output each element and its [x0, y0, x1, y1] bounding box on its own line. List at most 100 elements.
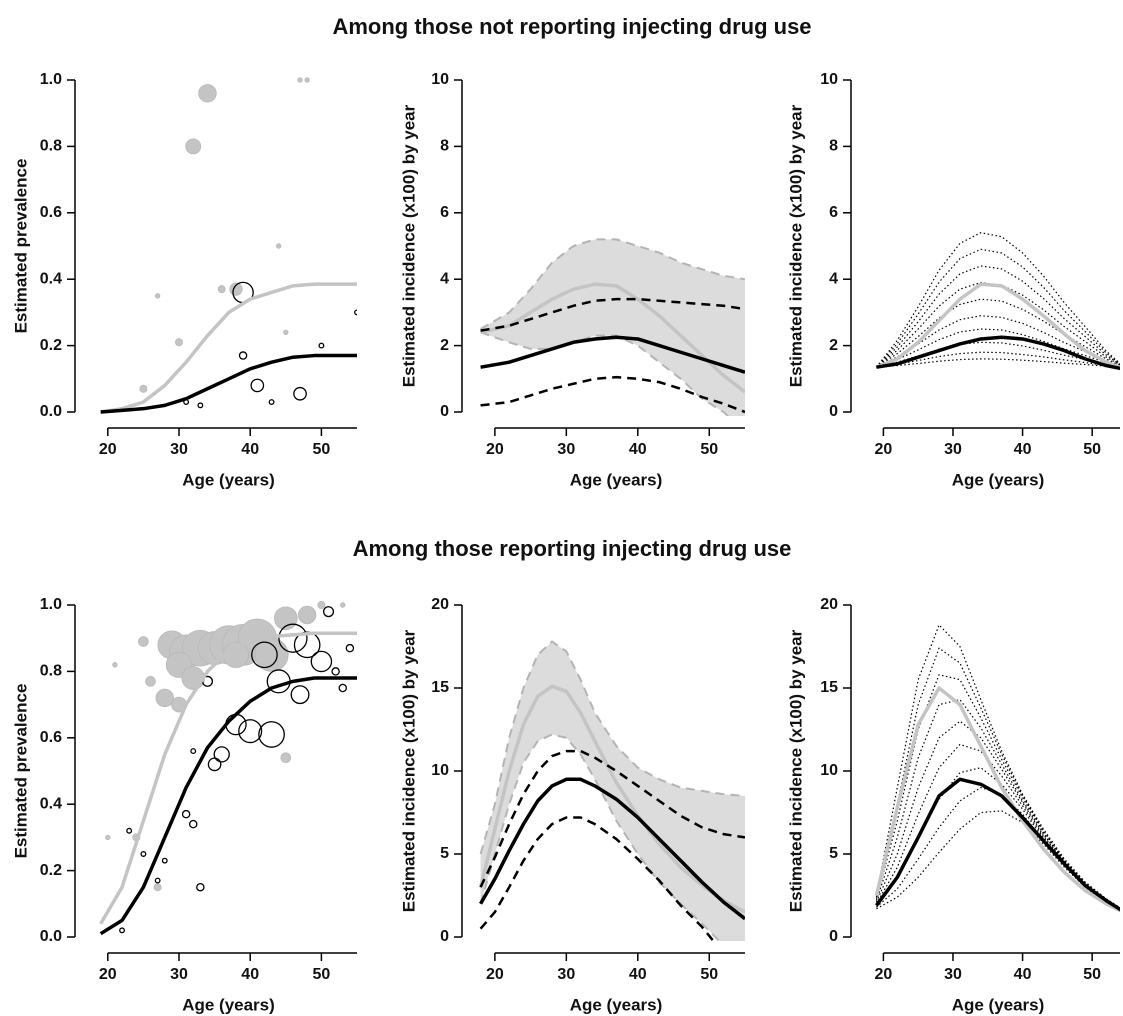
line: [876, 810, 1120, 910]
y-tick-label: 0.8: [40, 663, 62, 680]
data-point: [238, 719, 263, 744]
y-tick-label: 0.0: [40, 403, 62, 420]
y-tick-label: 4: [829, 270, 838, 287]
plot-area: [478, 640, 745, 941]
data-point: [190, 748, 197, 755]
x-tick-label: 50: [700, 966, 718, 983]
x-tick-label: 20: [99, 966, 117, 983]
x-tick-label: 40: [1014, 441, 1032, 458]
line: [480, 375, 745, 414]
y-tick-label: 1.0: [40, 71, 62, 88]
data-point: [139, 384, 148, 393]
band-edge: [480, 238, 745, 330]
x-tick-label: 30: [170, 441, 188, 458]
data-point: [340, 602, 346, 608]
data-point: [155, 688, 174, 708]
data-point: [338, 683, 348, 693]
line: [875, 699, 1120, 909]
line: [875, 647, 1120, 909]
y-tick-label: 0: [440, 403, 449, 420]
data-point: [153, 883, 162, 892]
panel: 0 2 4 6 8 10 20 30 40 50 Age (years) Estimated inci…: [786, 71, 1120, 489]
data-point: [322, 606, 335, 618]
y-tick-label: 20: [820, 596, 838, 613]
y-tick-label: 0: [829, 403, 838, 420]
line: [479, 749, 745, 888]
y-axis-label: Estimated prevalence: [11, 684, 30, 859]
y-axis-label: Estimated incidence (x100) by year: [399, 629, 418, 912]
x-tick-label: 20: [874, 441, 892, 458]
y-tick-label: 0: [829, 928, 838, 945]
y-tick-label: 0.8: [40, 138, 62, 155]
line: [100, 353, 357, 414]
data-point: [290, 685, 310, 705]
line: [875, 674, 1120, 909]
data-point: [283, 329, 289, 336]
line: [479, 777, 745, 921]
y-tick-label: 15: [820, 679, 838, 696]
plot-area: [875, 232, 1120, 371]
x-tick-label: 20: [486, 441, 504, 458]
x-tick-label: 50: [313, 441, 331, 458]
y-tick-label: 0.2: [40, 337, 62, 354]
y-tick-label: 2: [829, 337, 838, 354]
line: [480, 282, 745, 394]
y-tick-label: 20: [431, 596, 449, 613]
line: [875, 777, 1120, 912]
data-point: [345, 643, 355, 653]
data-point: [154, 293, 161, 299]
x-tick-label: 30: [170, 966, 188, 983]
data-point: [138, 636, 149, 647]
data-point: [354, 309, 357, 316]
data-point: [258, 721, 285, 748]
line: [876, 786, 1120, 909]
line: [876, 358, 1120, 368]
y-tick-label: 10: [431, 71, 449, 88]
line: [876, 335, 1120, 371]
y-tick-label: 0: [440, 928, 449, 945]
line: [876, 265, 1120, 368]
data-point: [174, 338, 183, 347]
data-point: [154, 877, 161, 884]
line: [876, 328, 1120, 368]
y-tick-label: 0.6: [40, 204, 62, 221]
x-tick-label: 40: [241, 966, 259, 983]
x-axis-label: Age (years): [182, 995, 275, 1014]
data-point: [297, 77, 303, 83]
plot-area: [99, 601, 357, 936]
section-title: Among those reporting injecting drug use: [353, 536, 792, 561]
data-point: [297, 605, 317, 625]
line: [876, 341, 1120, 368]
data-point: [112, 662, 118, 668]
x-tick-label: 40: [629, 441, 647, 458]
panel: 0 2 4 6 8 10 20 30 40 50 Age (years) Estimated inci…: [399, 71, 745, 489]
panel: 0.0 0.2 0.4 0.6 0.8 1.0 20 30 40 50 Age (years) Est…: [11, 596, 357, 1014]
data-point: [278, 623, 308, 653]
line: [478, 684, 745, 914]
y-tick-label: 0.2: [40, 862, 62, 879]
data-point: [185, 138, 202, 155]
y-axis-label: Estimated incidence (x100) by year: [786, 629, 805, 912]
y-tick-label: 1.0: [40, 596, 62, 613]
data-point: [213, 746, 230, 763]
x-tick-label: 50: [313, 966, 331, 983]
data-point: [181, 809, 191, 819]
y-tick-label: 0.0: [40, 928, 62, 945]
line: [875, 624, 1120, 909]
y-tick-label: 0.4: [40, 795, 62, 812]
line: [875, 248, 1120, 368]
x-tick-label: 50: [700, 441, 718, 458]
x-tick-label: 40: [1014, 966, 1032, 983]
y-tick-label: 6: [829, 204, 838, 221]
data-point: [310, 650, 333, 673]
data-point: [317, 601, 326, 610]
y-tick-label: 8: [440, 138, 449, 155]
y-axis-label: Estimated incidence (x100) by year: [399, 104, 418, 387]
x-tick-label: 20: [486, 966, 504, 983]
x-tick-label: 50: [1083, 966, 1101, 983]
data-point: [196, 882, 205, 892]
data-point: [217, 285, 226, 294]
panel: 0.0 0.2 0.4 0.6 0.8 1.0 20 30 40 50 Age (years) Est…: [11, 71, 357, 489]
section-title: Among those not reporting injecting drug…: [332, 14, 811, 39]
panel: 0 5 10 15 20 20 30 40 50 Age (years) Estimated inc…: [786, 596, 1120, 1014]
